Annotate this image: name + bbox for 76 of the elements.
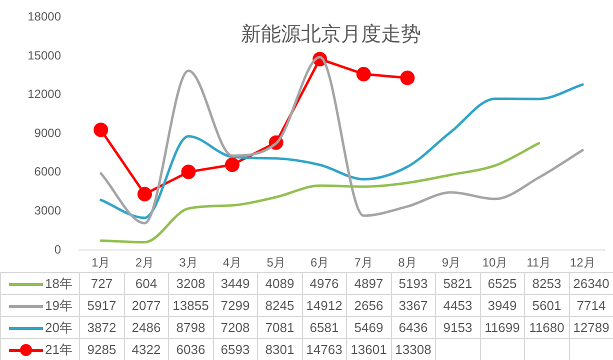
data-label: 3367 [391,294,436,316]
point [94,122,108,138]
data-label: 8245 [258,294,302,316]
chart-title: 新能源北京月度走势 [241,24,422,46]
y-tick-label: 12000 [28,87,62,102]
text: 26340 [573,276,610,291]
data-label: 6581 [302,316,346,338]
data-label: 9153 [436,316,480,338]
data-label: 8253 [524,272,569,294]
data-label: 3872 [80,316,124,338]
data-label: 5601 [524,294,569,316]
x-tick-label: 12月 [570,256,596,270]
data-label: 727 [80,272,124,294]
point [400,70,415,86]
data-label: 7081 [258,316,302,338]
data-label: 2486 [124,316,168,338]
y-tick-label: 3000 [34,204,62,218]
point [225,157,240,172]
line-series [100,142,540,244]
x-tick-label: 1月 [92,256,110,270]
data-label: 13855 [168,294,213,316]
data-label: 14912 [302,294,346,316]
data-label: 6036 [168,338,213,360]
point [181,164,196,180]
data-label: 5469 [346,316,391,338]
data-label: 6436 [391,316,436,338]
data-label: 5917 [80,294,124,316]
data-label: 11680 [524,316,569,338]
point [137,186,152,202]
x-tick-label: 9月 [442,256,461,270]
legend-label: 18年 [45,274,72,292]
y-tick-label: 18000 [28,10,62,24]
data-label: 2077 [124,294,168,316]
legend-label: 20年 [45,318,72,336]
legend-label: 19年 [45,296,72,314]
data-label: 4897 [346,272,391,294]
x-tick-label: 11月 [526,256,552,270]
data-label: 13601 [346,338,391,360]
point [356,66,371,82]
x-tick-label: 10月 [482,256,508,270]
x-tick-label: 4月 [222,256,242,270]
y-tick-label: 9000 [34,126,62,140]
data-label: 7299 [213,294,258,316]
data-label: 3949 [480,294,524,316]
data-label: 6525 [480,272,524,294]
x-tick-label: 8月 [398,256,417,270]
x-tick-label: 7月 [354,256,373,270]
data-label: 7208 [213,316,258,338]
line-series [100,83,584,220]
x-tick-label: 3月 [179,256,198,270]
data-label: 4089 [258,272,302,294]
data-label: 3208 [168,272,213,294]
data-label: 13308 [391,338,436,360]
data-label: 6593 [213,338,258,360]
data-label: 3449 [213,272,258,294]
data-label: 5821 [436,272,480,294]
x-tick-label: 6月 [310,256,330,270]
data-label: 12789 [569,316,613,338]
data-label: 11699 [480,316,524,338]
data-label: 8798 [168,316,213,338]
y-tick-label: 6000 [34,164,62,179]
data-label: 4453 [436,294,480,316]
data-label: 4322 [124,338,168,360]
data-label: 604 [124,272,168,294]
y-tick-label: 0 [54,242,62,256]
data-label: 7714 [569,294,613,316]
data-label: 2656 [346,294,391,316]
data-label: 9285 [80,338,124,360]
y-tick-label: 15000 [28,48,62,62]
data-label: 5193 [391,272,436,294]
x-tick-label: 2月 [135,256,154,270]
data-label: 14763 [302,338,346,360]
legend-label: 21年 [45,340,72,358]
data-label: 4976 [302,272,346,294]
x-tick-label: 5月 [266,256,286,270]
data-label: 8301 [258,338,302,360]
